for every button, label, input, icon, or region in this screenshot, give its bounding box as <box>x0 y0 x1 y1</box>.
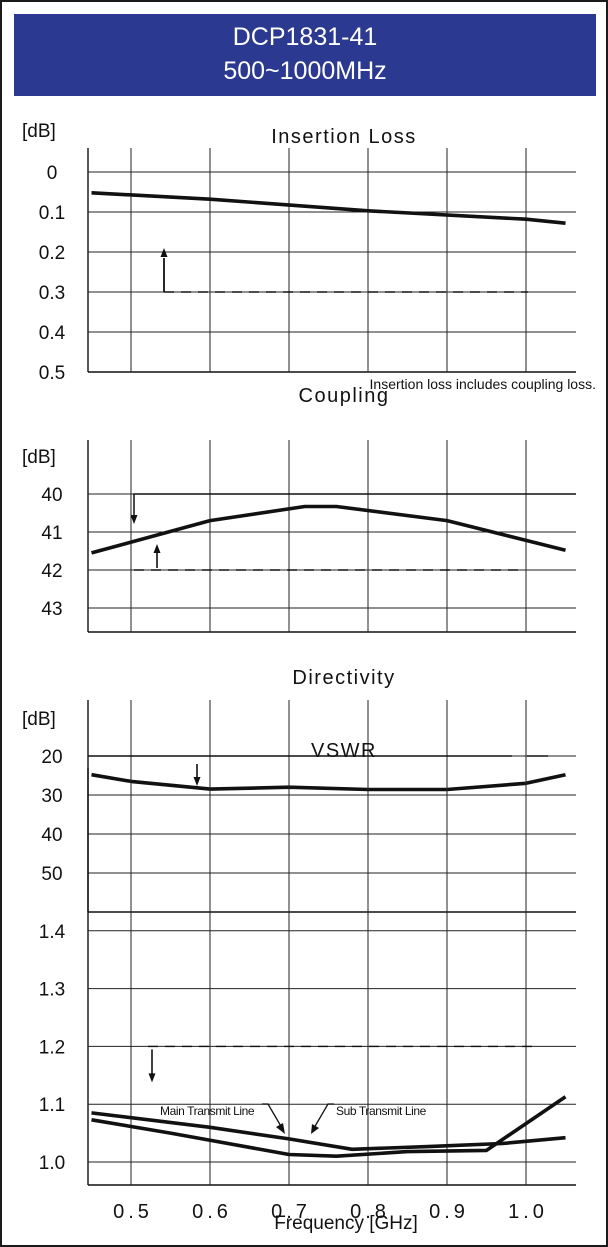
vswr-callout-sub-arrow-head <box>311 1124 319 1134</box>
directivity-series-line-1 <box>91 772 566 792</box>
directivity-limit-arrow-head <box>193 777 201 786</box>
vswr-y-tick: 1.3 <box>39 980 65 1001</box>
coupling-title: Coupling <box>299 385 390 407</box>
vswr-limit-arrow-head <box>148 1073 156 1083</box>
coupling-y-tick: 40 <box>41 485 62 506</box>
vswr-x-tick: 0.9 <box>429 1201 469 1223</box>
insertion-loss-y-tick: 0.5 <box>39 363 65 384</box>
insertion-loss-note: Insertion loss includes coupling loss. <box>370 376 596 392</box>
coupling-y-tick: 43 <box>41 599 62 620</box>
frequency-range: 500~1000MHz <box>223 57 387 85</box>
insertion-loss-y-tick: 0.1 <box>39 203 65 224</box>
directivity-y-tick: 40 <box>41 825 62 846</box>
coupling-y-tick: 42 <box>41 561 62 582</box>
vswr-y-tick: 1.1 <box>39 1095 65 1116</box>
insertion-loss-title: Insertion Loss <box>271 126 417 148</box>
vswr-y-tick: 1.4 <box>39 922 66 943</box>
directivity-y-tick: 50 <box>41 864 62 885</box>
coupling-lower-limit-arrow-head <box>153 544 161 553</box>
insertion-loss-y-tick: 0.3 <box>39 283 65 304</box>
insertion-loss-series-line-1 <box>91 191 566 225</box>
vswr-y-tick: 1.2 <box>39 1037 65 1058</box>
vswr-series-line-1 <box>91 1111 566 1152</box>
insertion-loss-y-tick: 0 <box>47 163 58 184</box>
x-axis-label: Frequency [GHz] <box>274 1213 418 1234</box>
directivity-unit-label: [dB] <box>22 709 56 730</box>
insertion-loss-y-tick: 0.4 <box>39 323 66 344</box>
vswr-x-tick: 0.8 <box>350 1201 390 1223</box>
model-header: DCP1831-41 500~1000MHz <box>14 14 596 96</box>
vswr-x-tick: 0.7 <box>271 1201 311 1223</box>
coupling-upper-limit-arrow-head <box>130 515 138 524</box>
coupling-y-tick: 41 <box>41 523 62 544</box>
vswr-callout-main-leader <box>262 1103 283 1129</box>
insertion-loss-limit-arrow-head <box>160 248 168 257</box>
vswr-series-line-2 <box>91 1095 567 1158</box>
insertion-loss-unit-label: [dB] <box>22 121 56 142</box>
vswr-callout-main-label: Main Transmit Line <box>160 1104 255 1118</box>
vswr-y-tick: 1.0 <box>39 1153 65 1174</box>
model-number: DCP1831-41 <box>232 23 378 51</box>
coupling-upper-limit-line <box>133 493 576 516</box>
coupling-series-line-1 <box>91 504 566 555</box>
directivity-y-tick: 20 <box>41 747 62 768</box>
vswr-x-tick: 0.6 <box>192 1201 232 1223</box>
insertion-loss-y-tick: 0.2 <box>39 243 65 264</box>
vswr-callout-sub-label: Sub Transmit Line <box>336 1104 427 1118</box>
coupling-unit-label: [dB] <box>22 447 56 468</box>
vswr-title: VSWR <box>311 740 377 762</box>
directivity-title: Directivity <box>292 667 395 689</box>
vswr-callout-main-arrow-head <box>276 1123 285 1134</box>
vswr-x-tick: 0.5 <box>113 1201 153 1223</box>
vswr-callout-sub-leader <box>313 1103 334 1129</box>
directivity-y-tick: 30 <box>41 786 62 807</box>
vswr-x-tick: 1.0 <box>508 1201 548 1223</box>
